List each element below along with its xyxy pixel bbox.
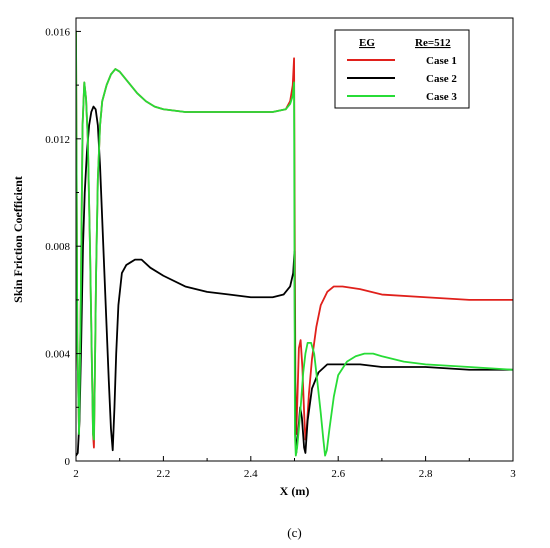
legend-label: Case 2 [426, 73, 457, 85]
figure-caption: (c) [287, 525, 301, 540]
x-tick-label: 2.4 [244, 468, 258, 480]
plot-lines [76, 30, 513, 457]
x-tick-label: 2.8 [419, 468, 433, 480]
series-line-case-3 [76, 30, 513, 457]
y-axis-ticks: 0 0.004 0.008 0.012 0.016 [45, 26, 81, 468]
x-axis-ticks: 2 2.2 2.4 2.6 2.8 3 [73, 456, 516, 480]
y-axis-title: Skin Friction Coefficient [11, 176, 25, 303]
y-tick-label: 0.004 [45, 349, 70, 361]
x-tick-label: 2 [73, 468, 79, 480]
x-tick-label: 3 [510, 468, 516, 480]
legend: EG Re=512 Case 1 Case 2 Case 3 [334, 29, 470, 109]
series-line-case-2 [76, 105, 513, 457]
legend-label: Case 3 [426, 91, 457, 103]
x-tick-label: 2.2 [157, 468, 171, 480]
legend-items: Case 1 Case 2 Case 3 [347, 55, 457, 103]
legend-header-reynolds: Re=512 [415, 37, 451, 49]
y-tick-label: 0.016 [45, 26, 70, 38]
legend-label: Case 1 [426, 55, 457, 67]
legend-header-fluid: EG [359, 37, 375, 49]
y-tick-label: 0 [65, 456, 71, 468]
x-tick-label: 2.6 [331, 468, 345, 480]
y-tick-label: 0.012 [45, 134, 70, 146]
x-axis-title: X (m) [280, 484, 310, 498]
y-tick-label: 0.008 [45, 241, 70, 253]
